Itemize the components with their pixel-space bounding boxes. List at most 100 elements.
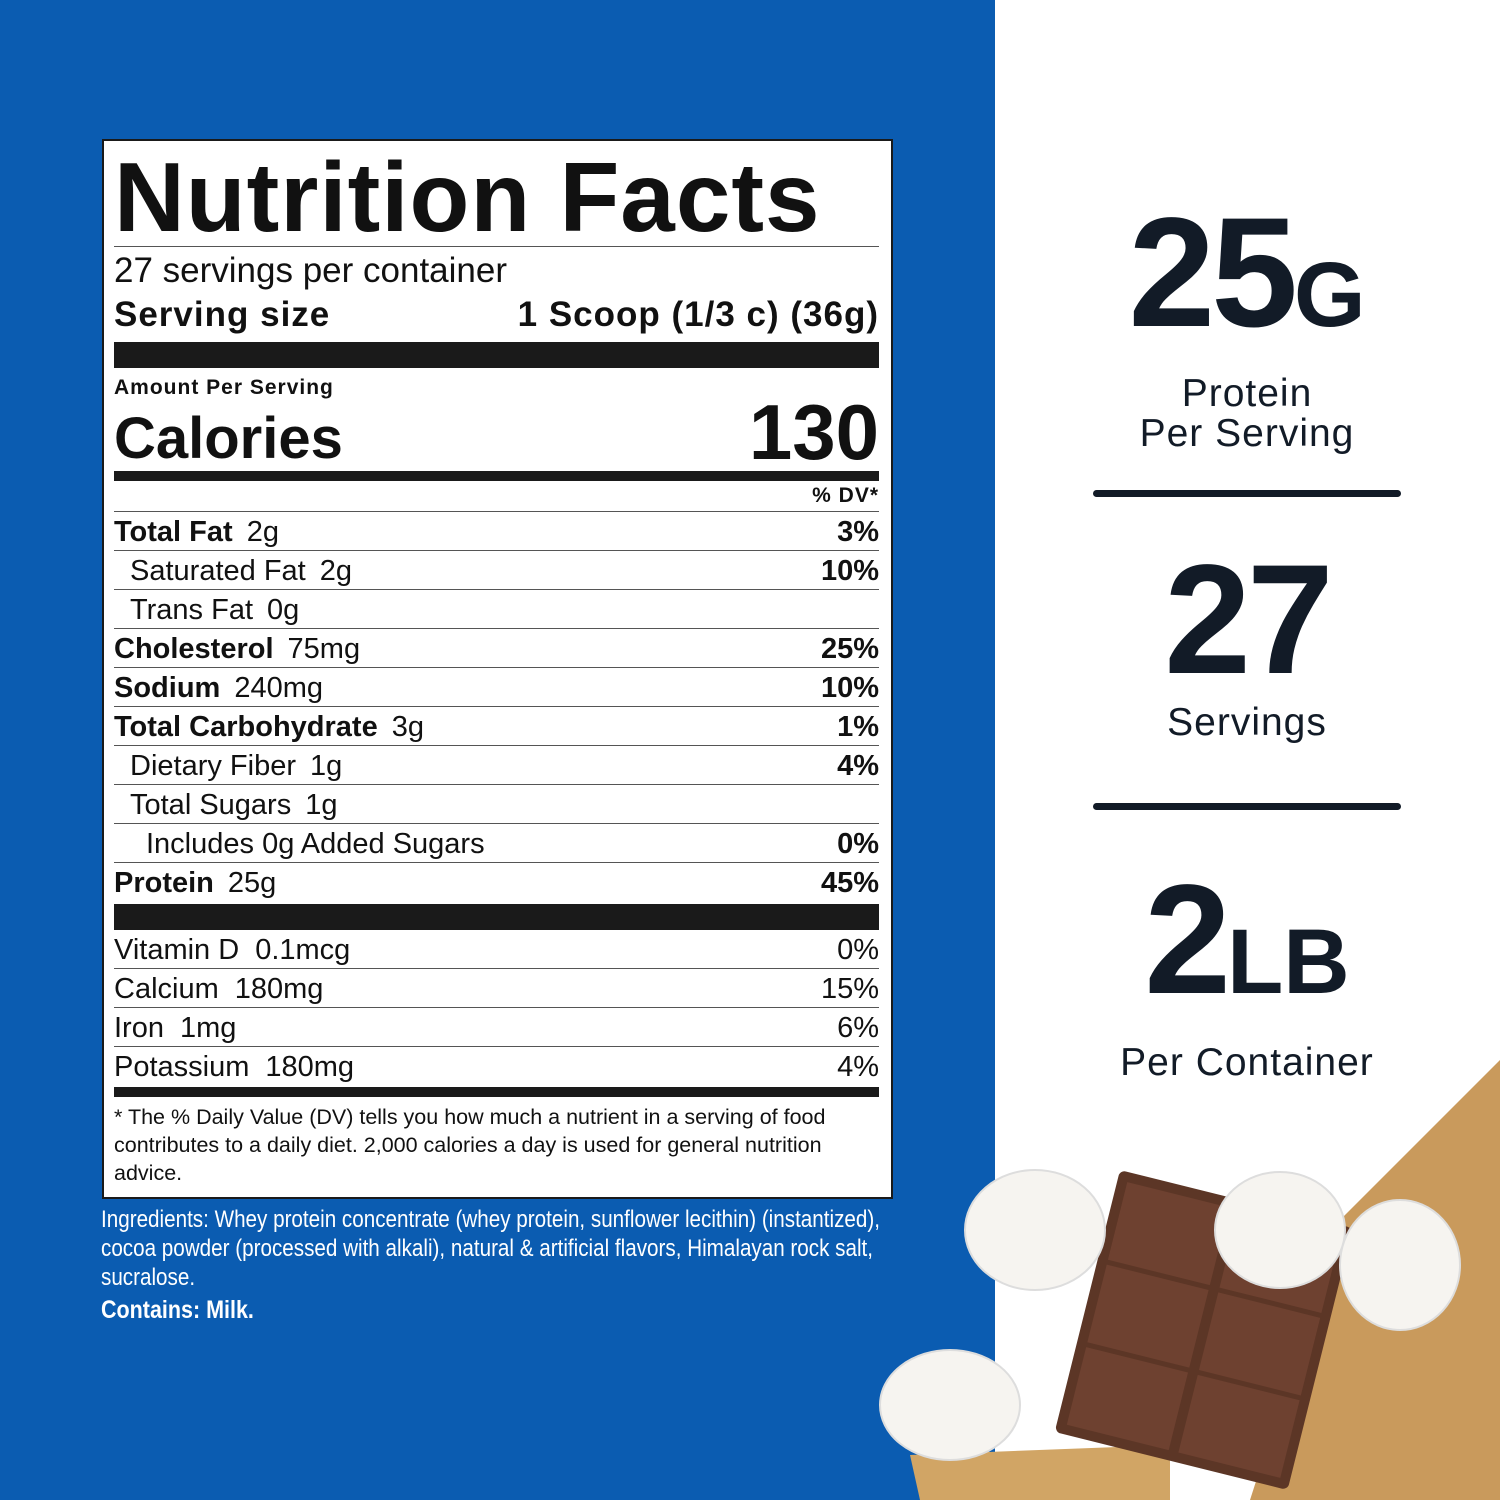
vitamin-name: Calcium xyxy=(114,973,219,1005)
nutrient-label: Total Fat 2g xyxy=(114,512,279,550)
stat-value: 2 xyxy=(1144,853,1231,1027)
vitamin-name: Potassium xyxy=(114,1051,250,1083)
vitamin-amount: 1mg xyxy=(179,1012,237,1044)
footnote: * The % Daily Value (DV) tells you how m… xyxy=(114,1105,826,1185)
serving-size: Serving size 1 Scoop (1/3 c) (36g) xyxy=(114,293,879,339)
calories-label: Calories xyxy=(114,406,343,471)
vitamin-amount: 180mg xyxy=(234,973,324,1005)
stat-value: 25 xyxy=(1128,186,1298,360)
serving-size-value: 1 Scoop (1/3 c) (36g) xyxy=(517,295,879,334)
nutrient-dv: 10% xyxy=(820,672,879,704)
stat-weight: 2LB Per Container xyxy=(1093,862,1401,1084)
dv-header: % DV* xyxy=(114,481,879,512)
serving-size-label: Serving size xyxy=(114,295,331,334)
nutrient-row: Includes 0g Added Sugars 0% xyxy=(114,824,879,863)
nutrient-name: Protein xyxy=(114,867,214,899)
nutrient-name: Includes 0g Added Sugars xyxy=(146,828,485,860)
vitamin-label: Potassium 180mg xyxy=(114,1047,354,1086)
vitamin-amount: 0.1mcg xyxy=(255,934,351,966)
nutrient-dv: 25% xyxy=(820,633,879,665)
stat-caption: Protein xyxy=(1181,372,1313,415)
marshmallow xyxy=(1214,1171,1346,1289)
vitamin-name: Vitamin D xyxy=(114,934,240,966)
nutrient-dv: 45% xyxy=(820,867,879,899)
divider xyxy=(114,471,879,481)
nutrient-dv: 1% xyxy=(837,711,879,743)
vitamin-dv: 15% xyxy=(820,973,879,1005)
nutrient-label: Saturated Fat 2g xyxy=(114,551,352,589)
nutrient-dv: 3% xyxy=(837,516,879,548)
vitamin-row: Calcium 180mg 15% xyxy=(114,969,879,1008)
stat-value: 27 xyxy=(1164,533,1334,707)
marshmallow xyxy=(964,1169,1106,1291)
stat-caption: Per Container xyxy=(1120,1041,1374,1084)
nutrient-name: Sodium xyxy=(114,672,221,704)
vitamin-row: Vitamin D 0.1mcg 0% xyxy=(114,930,879,969)
nutrient-row: Protein 25g 45% xyxy=(114,863,879,902)
nutrient-row: Sodium 240mg 10% xyxy=(114,668,879,707)
marshmallow xyxy=(1339,1199,1461,1331)
nutrient-name: Dietary Fiber xyxy=(130,750,296,782)
stat-servings: 27 Servings xyxy=(1093,542,1401,744)
amount-per-serving: Amount Per Serving xyxy=(114,376,334,399)
vitamin-name: Iron xyxy=(114,1012,164,1044)
nutrient-row: Trans Fat 0g xyxy=(114,590,879,629)
nutrient-name: Trans Fat xyxy=(130,594,254,626)
divider xyxy=(114,342,879,368)
nutrient-row: Saturated Fat 2g 10% xyxy=(114,551,879,590)
divider xyxy=(114,904,879,930)
divider xyxy=(1093,803,1401,810)
stat-unit: LB xyxy=(1227,911,1350,1013)
vitamin-row: Iron 1mg 6% xyxy=(114,1008,879,1047)
servings-per-container: 27 servings per container xyxy=(114,251,507,290)
nutrient-label: Dietary Fiber 1g xyxy=(114,746,342,784)
stat-unit: G xyxy=(1293,244,1366,346)
vitamin-label: Iron 1mg xyxy=(114,1008,236,1046)
label-title: Nutrition Facts xyxy=(114,145,879,249)
vitamin-dv: 6% xyxy=(837,1012,879,1044)
nutrient-amount: 0g xyxy=(267,594,300,626)
nutrient-label: Includes 0g Added Sugars xyxy=(114,824,499,862)
nutrient-row: Total Carbohydrate 3g 1% xyxy=(114,707,879,746)
marshmallow xyxy=(879,1349,1021,1461)
nutrient-name: Total Fat xyxy=(114,516,233,548)
nutrient-amount: 75mg xyxy=(287,633,361,665)
nutrition-facts-label: Nutrition Facts 27 servings per containe… xyxy=(102,139,893,1199)
nutrient-name: Total Carbohydrate xyxy=(114,711,378,743)
nutrient-amount: 1g xyxy=(305,789,338,821)
nutrient-row: Total Fat 2g 3% xyxy=(114,512,879,551)
nutrient-amount: 1g xyxy=(310,750,343,782)
nutrient-label: Protein 25g xyxy=(114,863,276,902)
calories-value: 130 xyxy=(748,388,879,476)
divider xyxy=(1093,490,1401,497)
vitamin-amount: 180mg xyxy=(265,1051,355,1083)
nutrient-amount: 240mg xyxy=(234,672,324,704)
nutrient-row: Total Sugars 1g xyxy=(114,785,879,824)
nutrient-amount: 3g xyxy=(391,711,424,743)
stat-protein: 25G Protein Per Serving xyxy=(1093,195,1401,455)
nutrient-list: Total Fat 2g 3% Saturated Fat 2g 10% Trans Fat… xyxy=(114,512,879,902)
nutrient-name: Cholesterol xyxy=(114,633,274,665)
nutrient-dv: 4% xyxy=(837,750,879,782)
nutrient-dv: 10% xyxy=(820,555,879,587)
allergen-statement: Contains: Milk. xyxy=(101,1296,254,1324)
vitamin-dv: 4% xyxy=(837,1051,879,1083)
nutrient-label: Total Carbohydrate 3g xyxy=(114,707,424,745)
vitamin-row: Potassium 180mg 4% xyxy=(114,1047,879,1086)
vitamin-label: Vitamin D 0.1mcg xyxy=(114,930,350,968)
nutrient-name: Saturated Fat xyxy=(130,555,306,587)
ingredients: Ingredients: Whey protein concentrate (w… xyxy=(101,1206,880,1291)
vitamin-list: Vitamin D 0.1mcg 0% Calcium 180mg 15% Iron 1mg 6… xyxy=(114,930,879,1086)
nutrient-row: Dietary Fiber 1g 4% xyxy=(114,746,879,785)
nutrient-label: Sodium 240mg xyxy=(114,668,323,706)
nutrient-dv: 0% xyxy=(837,828,879,860)
stat-caption: Per Serving xyxy=(1139,412,1355,455)
vitamin-label: Calcium 180mg xyxy=(114,969,323,1007)
nutrient-amount: 2g xyxy=(246,516,279,548)
stat-caption: Servings xyxy=(1167,701,1327,744)
nutrient-amount: 25g xyxy=(227,867,277,899)
nutrient-label: Trans Fat 0g xyxy=(114,590,299,628)
divider xyxy=(114,1087,879,1097)
nutrient-label: Total Sugars 1g xyxy=(114,785,337,823)
nutrient-row: Cholesterol 75mg 25% xyxy=(114,629,879,668)
